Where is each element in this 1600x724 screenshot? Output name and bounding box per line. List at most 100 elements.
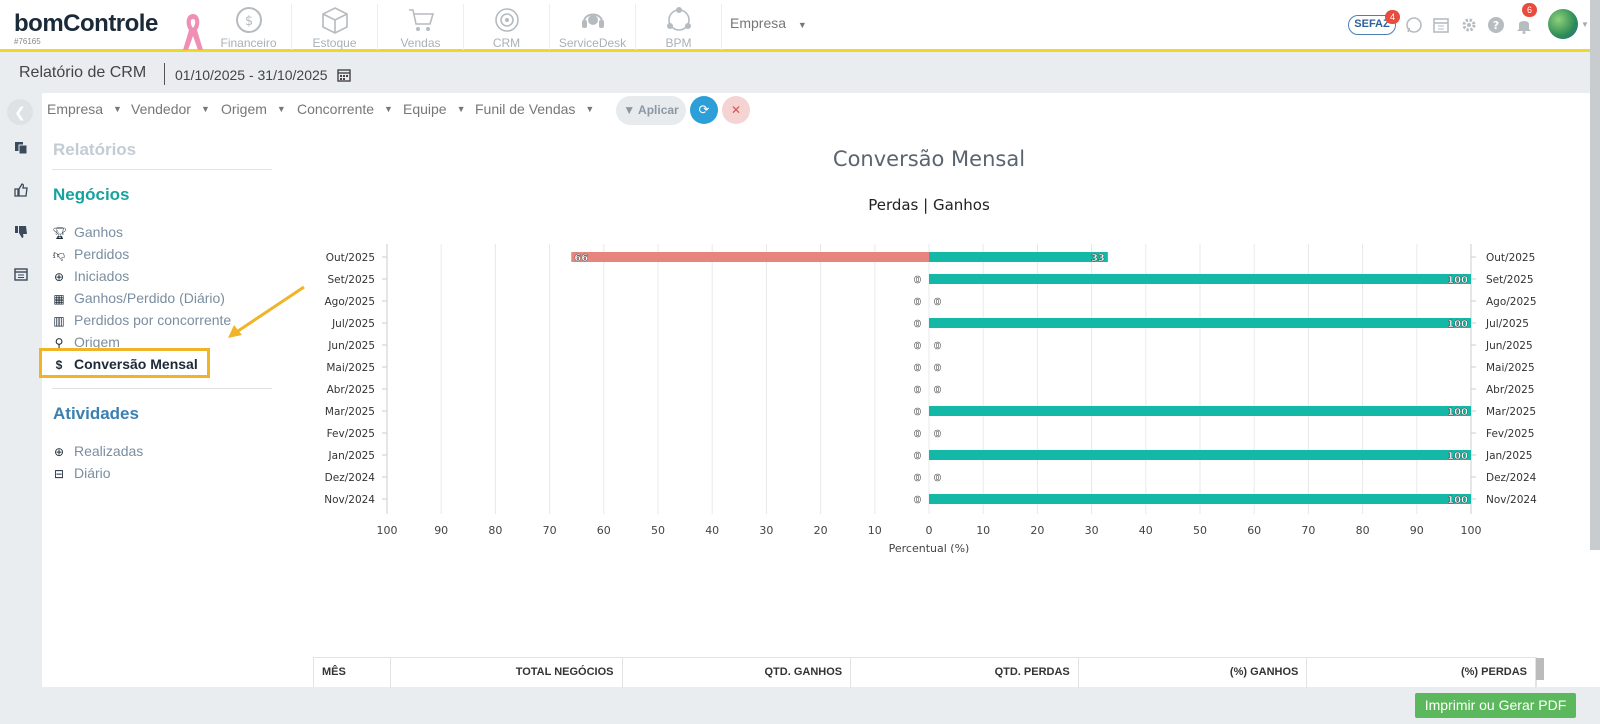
notification-badge: 6	[1522, 3, 1537, 17]
left-icon-rail: ❮	[0, 93, 42, 724]
menu-item-ganhos[interactable]: 🏆︎ Ganhos	[52, 224, 123, 240]
divider	[164, 63, 165, 85]
filter-equipe[interactable]: Equipe ▼	[403, 101, 466, 117]
x-axis-label: Percentual (%)	[889, 542, 970, 553]
module-estoque[interactable]: Estoque	[292, 4, 378, 50]
thumbs-up-icon[interactable]	[12, 183, 30, 201]
loss-data-label: 0	[914, 495, 921, 506]
print-pdf-button[interactable]: Imprimir ou Gerar PDF	[1415, 693, 1576, 718]
whatsapp-icon[interactable]	[1405, 16, 1423, 34]
refresh-icon: ⟳	[698, 102, 710, 117]
table-scrollbar[interactable]	[1536, 658, 1544, 680]
copy-icon[interactable]	[12, 141, 30, 159]
filter-origem[interactable]: Origem ▼	[221, 101, 286, 117]
x-tick-label: 10	[976, 524, 990, 537]
avatar[interactable]	[1548, 9, 1578, 39]
filter-empresa[interactable]: Empresa ▼	[47, 101, 122, 117]
apply-button[interactable]: ▼ Aplicar	[616, 96, 686, 125]
menu-item-label: Perdidos	[74, 246, 130, 262]
target-icon	[494, 8, 519, 32]
category-label-left: Mar/2025	[325, 406, 375, 418]
table-header[interactable]: (%) PERDAS	[1307, 658, 1536, 688]
cart-icon	[408, 9, 434, 31]
page-scrollbar[interactable]	[1590, 0, 1600, 550]
calendar-icon[interactable]	[1432, 16, 1450, 34]
filter-label: Vendedor	[131, 101, 191, 117]
menu-item-label: Ganhos/Perdido (Diário)	[74, 290, 225, 306]
menu-item-perdidos[interactable]: 👎︎ Perdidos	[52, 246, 129, 263]
gain-data-label: 0	[934, 341, 941, 352]
module-servicedesk[interactable]: ServiceDesk	[550, 4, 636, 50]
category-label-right: Jun/2025	[1485, 340, 1533, 352]
calendar-icon: ▦	[53, 292, 65, 306]
gain-data-label: 0	[934, 429, 941, 440]
category-label-right: Ago/2025	[1486, 296, 1537, 308]
gear-icon[interactable]	[1460, 16, 1478, 34]
table-header[interactable]: (%) GANHOS	[1079, 658, 1308, 688]
clear-filters-button[interactable]: ✕	[722, 96, 750, 124]
table-header[interactable]: QTD. PERDAS	[851, 658, 1079, 688]
caret-down-icon: ▼	[585, 104, 595, 114]
loss-data-label: 0	[914, 385, 921, 396]
menu-item-conversao-mensal[interactable]: $ Conversão Mensal	[52, 356, 198, 372]
module-label: Financeiro	[220, 36, 277, 50]
sefaz-button[interactable]: SEFAZ	[1348, 15, 1396, 35]
collapse-icon[interactable]: ❮	[7, 99, 33, 125]
menu-item-iniciados[interactable]: ⊕ Iniciados	[52, 268, 129, 284]
map-marker-icon: ⚲	[54, 336, 64, 350]
gain-data-label: 100	[1447, 451, 1468, 462]
calendar-icon	[337, 69, 352, 82]
menu-item-label: Ganhos	[74, 224, 124, 240]
date-range-value: 01/10/2025 - 31/10/2025	[175, 67, 328, 83]
x-tick-label: 40	[1139, 524, 1153, 537]
menu-heading-atividades: Atividades	[53, 404, 139, 423]
table-header[interactable]: MÊS	[314, 658, 391, 688]
loss-data-label: 0	[914, 407, 921, 418]
highlight-box	[39, 348, 210, 378]
filter-concorrente[interactable]: Concorrente ▼	[297, 101, 393, 117]
category-label-left: Dez/2024	[325, 472, 376, 484]
menu-item-realizadas[interactable]: ⊕ Realizadas	[52, 443, 143, 459]
menu-item-perdidos-por-concorrente[interactable]: ▥ Perdidos por concorrente	[52, 312, 231, 328]
help-icon[interactable]: ?	[1487, 16, 1505, 34]
menu-item-ganhos-perdido-diario[interactable]: ▦ Ganhos/Perdido (Diário)	[52, 290, 225, 306]
dollar-icon: $	[55, 358, 63, 372]
module-bpm[interactable]: BPM	[636, 4, 722, 50]
calendar-icon[interactable]	[12, 267, 30, 285]
bell-icon[interactable]	[1515, 16, 1533, 34]
module-vendas[interactable]: Vendas	[378, 4, 464, 50]
refresh-button[interactable]: ⟳	[690, 96, 718, 124]
table-header[interactable]: QTD. GANHOS	[623, 658, 852, 688]
x-tick-label: 60	[597, 524, 611, 537]
box-icon	[321, 7, 348, 34]
account-id: #76165	[14, 37, 41, 46]
menu-item-label: Realizadas	[74, 443, 144, 459]
app-logo[interactable]: bomControle	[14, 10, 158, 37]
thumbs-down-icon[interactable]	[12, 225, 30, 243]
menu-heading-negocios: Negócios	[53, 185, 130, 204]
gain-data-label: 0	[934, 385, 941, 396]
date-range-picker[interactable]: 01/10/2025 - 31/10/2025	[175, 67, 352, 83]
network-icon	[666, 7, 691, 31]
filter-vendedor[interactable]: Vendedor ▼	[131, 101, 210, 117]
module-label: BPM	[665, 36, 692, 50]
empresa-dropdown[interactable]: Empresa ▼	[730, 15, 807, 31]
chevron-down-icon[interactable]: ▼	[1581, 20, 1589, 29]
filter-bar: Empresa ▼ Vendedor ▼ Origem ▼ Concorrente ▼ …	[42, 93, 1600, 129]
category-label-right: Dez/2024	[1486, 472, 1537, 484]
loss-data-label: 0	[914, 319, 921, 330]
filter-label: Origem	[221, 101, 267, 117]
table-header[interactable]: TOTAL NEGÓCIOS	[391, 658, 623, 688]
report-header: Relatório de CRM 01/10/2025 - 31/10/2025	[0, 55, 1600, 93]
module-label: Estoque	[312, 36, 357, 50]
filter-funil-de-vendas[interactable]: Funil de Vendas ▼	[475, 101, 594, 117]
module-crm[interactable]: CRM	[464, 4, 550, 50]
x-tick-label: 70	[1301, 524, 1315, 537]
module-financeiro[interactable]: $ Financeiro	[206, 4, 292, 50]
loss-data-label: 0	[914, 429, 921, 440]
menu-item-origem[interactable]: ⚲ Origem	[52, 334, 120, 350]
filter-label: Funil de Vendas	[475, 101, 576, 117]
svg-text:?: ?	[1493, 19, 1499, 32]
menu-item-diario[interactable]: ⊟ Diário	[52, 465, 111, 481]
thumbs-down-icon: 👎︎	[52, 248, 66, 262]
